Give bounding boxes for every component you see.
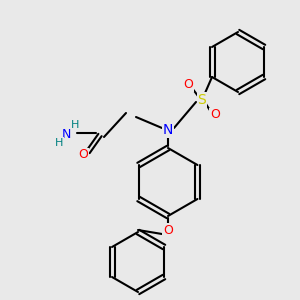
Text: N: N xyxy=(163,123,173,137)
Text: N: N xyxy=(61,128,71,142)
Text: O: O xyxy=(210,109,220,122)
Text: O: O xyxy=(78,148,88,161)
Text: O: O xyxy=(163,224,173,236)
Text: S: S xyxy=(198,93,206,107)
Text: O: O xyxy=(183,79,193,92)
Text: H: H xyxy=(71,120,79,130)
Text: H: H xyxy=(55,138,63,148)
